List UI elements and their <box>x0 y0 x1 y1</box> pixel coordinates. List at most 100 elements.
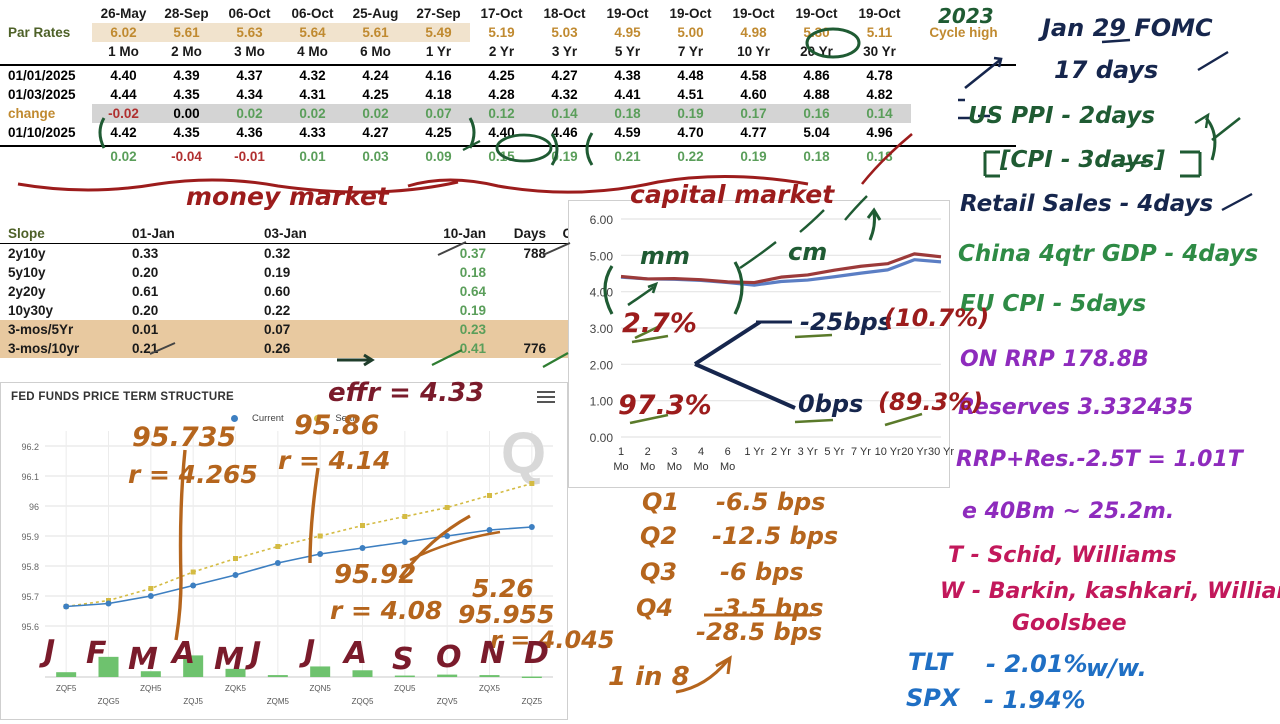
bracket-close-cpi <box>1180 150 1202 178</box>
row-date-label: 01/01/2025 <box>8 68 76 83</box>
slope-days <box>492 282 554 301</box>
par-value: 5.00 <box>677 25 704 40</box>
svg-text:7 Yr: 7 Yr <box>851 446 871 458</box>
hw-month-M1: M <box>128 642 158 677</box>
diff-cell: 0.22 <box>677 149 704 164</box>
par-value: 5.30 <box>803 25 830 40</box>
par-value: 5.11 <box>866 25 893 40</box>
legend-item-settle[interactable]: Settle <box>314 413 373 424</box>
arrow-head-1in8 <box>715 655 732 675</box>
rate-cell: 4.78 <box>866 68 893 83</box>
change-label: change <box>0 104 92 123</box>
change-cell: 0.02 <box>218 104 281 123</box>
rate-cell: 4.32 <box>299 68 326 83</box>
change-cell: 0.14 <box>533 104 596 123</box>
date-cell: 06-Oct <box>228 6 271 21</box>
hw-goolsbee: Goolsbee <box>1012 611 1127 636</box>
slope-title: Slope <box>8 226 45 241</box>
slope-cell: 0.22 <box>264 303 291 318</box>
par-value: 5.49 <box>407 23 470 42</box>
slope-cell: 0.41 <box>410 339 492 358</box>
svg-text:Mo: Mo <box>613 461 628 473</box>
svg-text:ZQH5: ZQH5 <box>140 684 162 693</box>
tenor-cell: 20 Yr <box>800 44 833 59</box>
diff-cell: 0.02 <box>110 149 137 164</box>
diff-cell: -0.04 <box>171 149 202 164</box>
change-row: change -0.02 0.00 0.02 0.02 0.02 0.07 0.… <box>0 104 1016 123</box>
yield-curve-plot: 0.00 1.00 2.00 3.00 4.00 5.00 6.00 1 Mo 2 Mo 3 Mo 4 Mo… <box>590 213 955 473</box>
change-cell: 0.16 <box>785 104 848 123</box>
par-rates-tenor-row: 1 Mo 2 Mo 3 Mo 4 Mo 6 Mo 1 Yr 2 Yr 3 Yr … <box>0 42 1016 61</box>
slope-cell: 0.37 <box>459 246 486 261</box>
weekly-diff-row: 0.02 -0.04 -0.01 0.01 0.03 0.09 0.15 0.1… <box>0 146 1016 166</box>
legend-item-current[interactable]: Current <box>231 413 298 424</box>
change-cell: 0.02 <box>344 104 407 123</box>
rate-cell: 4.27 <box>551 68 578 83</box>
rate-cell: 4.51 <box>677 87 704 102</box>
rate-cell: 4.38 <box>614 68 641 83</box>
table-row: 3-mos/5Yr 0.01 0.07 0.23 0.16 <box>0 320 620 339</box>
hw-95735: 95.735 <box>132 422 237 453</box>
svg-text:5.00: 5.00 <box>590 249 614 263</box>
slope-cell: 0.19 <box>459 303 486 318</box>
svg-text:3: 3 <box>671 446 677 458</box>
slope-cell: 0.32 <box>264 246 291 261</box>
date-cell: 19-Oct <box>606 6 649 21</box>
svg-text:20 Yr: 20 Yr <box>901 446 927 458</box>
rate-cell: 4.42 <box>110 125 137 140</box>
change-cell: 0.14 <box>848 104 911 123</box>
slope-cell: 0.20 <box>132 265 159 280</box>
hw-month-A2: A <box>344 636 368 671</box>
date-cell: 18-Oct <box>543 6 586 21</box>
svg-text:95.9: 95.9 <box>21 532 39 542</box>
hw-china-gdp: China 4qtr GDP - 4days <box>958 241 1259 267</box>
hw-9586: 95.86 <box>294 410 380 441</box>
hamburger-icon[interactable] <box>537 391 555 404</box>
table-row: 01/10/2025 4.42 4.35 4.36 4.33 4.27 4.25… <box>0 123 1016 142</box>
hw-mm-chart: mm <box>640 242 691 270</box>
date-cell: 28-Sep <box>164 6 209 21</box>
hw-retail-sales: Retail Sales - 4days <box>960 191 1214 217</box>
hw-q4-label: Q4 <box>636 594 674 622</box>
hw-month-M2: M <box>214 642 244 677</box>
svg-text:Mo: Mo <box>720 461 735 473</box>
rate-cell: 4.35 <box>173 87 200 102</box>
slope-row-label: 5y10y <box>8 265 46 280</box>
hw-17-days: 17 days <box>1054 56 1159 84</box>
cycle-high-label: Cycle high <box>929 25 998 40</box>
diff-cell: 0.18 <box>866 149 893 164</box>
change-cell: 0.07 <box>407 104 470 123</box>
slope-row-label: 2y20y <box>8 284 46 299</box>
svg-text:6: 6 <box>725 446 731 458</box>
date-cell: 19-Oct <box>669 6 712 21</box>
hw-minus-25bps: -25bps <box>800 308 893 336</box>
hw-w-speakers: W - Barkin, kashkari, Williams, <box>940 579 1280 604</box>
slope-days <box>492 301 554 320</box>
hw-q3-label: Q3 <box>640 558 678 586</box>
chart-title: FED FUNDS PRICE TERM STRUCTURE <box>11 391 235 403</box>
rate-cell: 4.16 <box>425 68 452 83</box>
rate-cell: 4.46 <box>551 125 578 140</box>
rate-cell: 4.37 <box>236 68 263 83</box>
slash-ppi <box>1211 116 1241 142</box>
diff-cell: 0.18 <box>803 149 830 164</box>
hw-pct-2-7: 2.7% <box>622 308 697 339</box>
rate-cell: 4.35 <box>173 125 200 140</box>
slope-cell: 0.20 <box>132 303 159 318</box>
slope-row-label: 3-mos/5Yr <box>0 320 124 339</box>
slope-cell: 0.23 <box>410 320 492 339</box>
svg-text:Mo: Mo <box>693 461 708 473</box>
tenor-cell: 3 Yr <box>551 44 578 59</box>
date-cell: 19-Oct <box>858 6 901 21</box>
par-value: 5.61 <box>155 23 218 42</box>
slope-cell: 0.19 <box>264 265 291 280</box>
diff-cell: 0.09 <box>425 149 452 164</box>
date-cell: 06-Oct <box>291 6 334 21</box>
table-row: 2y10y 0.33 0.32 0.37 788 0.05 <box>0 244 620 264</box>
svg-text:5 Yr: 5 Yr <box>824 446 844 458</box>
rate-cell: 5.04 <box>803 125 830 140</box>
table-row: 10y30y 0.20 0.22 0.19 -0.03 <box>0 301 620 320</box>
par-value: 5.61 <box>344 23 407 42</box>
svg-text:4: 4 <box>698 446 704 458</box>
hw-rrp-res: RRP+Res.-2.5T = 1.01T <box>956 447 1243 472</box>
